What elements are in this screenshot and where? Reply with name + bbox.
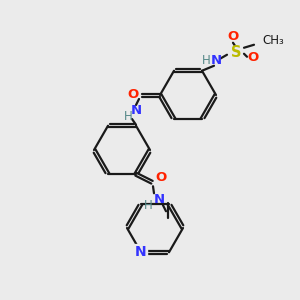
Text: H: H	[202, 54, 210, 67]
Text: O: O	[155, 171, 167, 184]
Text: N: N	[210, 54, 222, 67]
Text: H: H	[144, 199, 152, 212]
Text: O: O	[248, 51, 259, 64]
Text: S: S	[231, 45, 241, 60]
Text: O: O	[227, 30, 239, 43]
Text: N: N	[135, 245, 147, 259]
Text: O: O	[128, 88, 139, 100]
Text: H: H	[124, 110, 132, 122]
Text: CH₃: CH₃	[262, 34, 284, 47]
Text: N: N	[130, 103, 142, 116]
Text: N: N	[153, 193, 165, 206]
